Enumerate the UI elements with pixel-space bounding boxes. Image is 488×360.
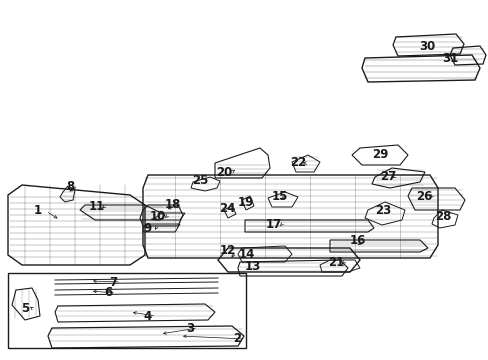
Text: 23: 23 xyxy=(374,203,390,216)
Text: 9: 9 xyxy=(143,221,152,234)
Text: 3: 3 xyxy=(185,321,194,334)
Text: 26: 26 xyxy=(415,189,431,202)
Text: 1: 1 xyxy=(34,204,42,217)
Text: 14: 14 xyxy=(238,248,255,261)
Text: 16: 16 xyxy=(349,234,366,248)
Text: 13: 13 xyxy=(244,260,261,273)
Text: 10: 10 xyxy=(149,211,166,224)
Text: 2: 2 xyxy=(232,333,241,346)
Text: 12: 12 xyxy=(220,244,236,257)
Text: 4: 4 xyxy=(143,310,152,323)
Text: 29: 29 xyxy=(371,148,387,162)
Text: 24: 24 xyxy=(218,202,235,216)
Text: 11: 11 xyxy=(89,199,105,212)
Text: 15: 15 xyxy=(271,189,287,202)
Text: 18: 18 xyxy=(164,198,181,211)
Text: 25: 25 xyxy=(191,175,208,188)
Text: 6: 6 xyxy=(103,287,112,300)
Text: 22: 22 xyxy=(289,157,305,170)
Text: 28: 28 xyxy=(434,211,450,224)
Text: 27: 27 xyxy=(379,170,395,183)
Text: 5: 5 xyxy=(21,302,29,315)
Text: 17: 17 xyxy=(265,217,282,230)
Text: 30: 30 xyxy=(418,40,434,54)
Text: 21: 21 xyxy=(327,256,344,269)
Text: 7: 7 xyxy=(109,275,117,288)
Text: 31: 31 xyxy=(441,51,457,64)
Text: 8: 8 xyxy=(66,180,74,193)
Text: 19: 19 xyxy=(237,195,254,208)
Text: 20: 20 xyxy=(215,166,232,179)
Bar xyxy=(8,273,245,348)
